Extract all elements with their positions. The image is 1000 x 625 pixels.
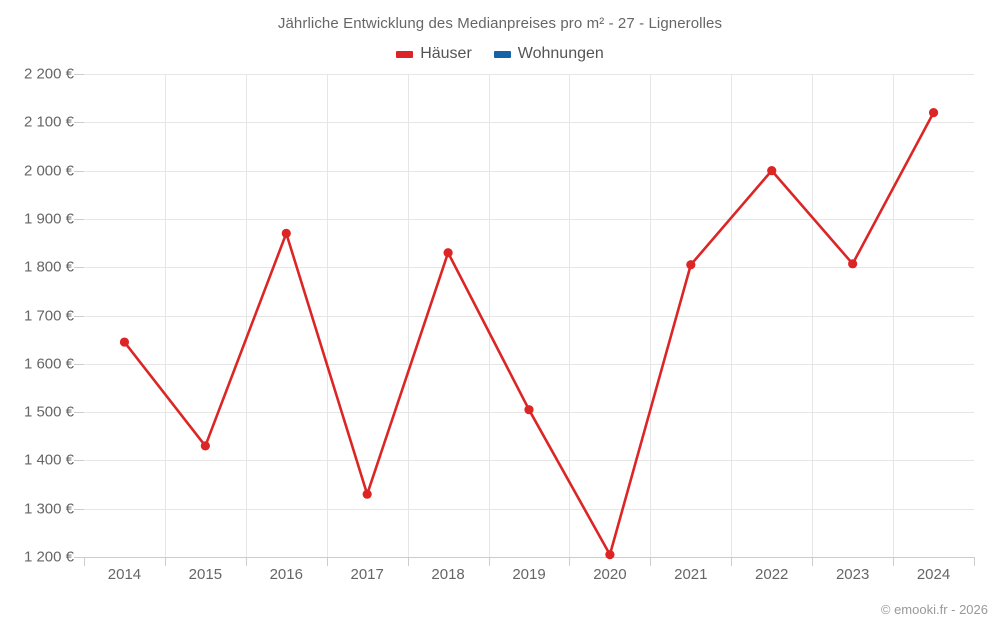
y-axis-tick-label: 2 100 € [23,113,74,131]
gridline-vertical [164,74,166,557]
x-axis-tick-label: 2022 [755,566,789,583]
x-axis-line [84,557,974,558]
data-point-marker[interactable] [605,549,615,560]
gridline-vertical [893,74,895,557]
data-point-marker[interactable] [524,405,534,415]
y-axis-tick-label: 1 200 € [23,548,74,566]
y-axis-tick-mark [74,267,84,269]
data-point-marker[interactable] [362,489,372,499]
y-axis-tick-mark [74,508,84,510]
x-axis-tick-label: 2024 [916,566,951,583]
gridline-horizontal [84,74,974,75]
data-point-marker[interactable] [119,337,130,347]
y-axis-tick-label: 1 900 € [23,210,74,228]
legend-item-wohnungen[interactable]: Wohnungen [493,45,604,63]
gridline-vertical [407,74,409,557]
gridline-horizontal [84,267,974,269]
y-axis-tick-label: 1 700 € [23,307,74,324]
x-axis-tick-label: 2023 [835,566,870,583]
x-axis-tick-mark [893,557,895,566]
y-axis-tick-mark [74,74,84,75]
x-axis-tick-mark [731,557,733,566]
y-axis-tick-mark [74,218,84,220]
chart-legend: Häuser Wohnungen [0,45,1000,63]
x-axis-tick-mark [84,557,85,566]
x-axis-tick-mark [974,557,975,566]
x-axis-tick-label: 2021 [674,566,708,583]
chart-title: Jährliche Entwicklung des Medianpreises … [277,15,723,32]
data-point-marker[interactable] [928,108,939,118]
x-axis-tick-mark [245,557,247,566]
y-axis-labels: 1 200 € 1 300 € 1 400 € 1 500 € 1 600 € 1 700… [0,0,74,625]
x-axis-tick-mark [326,557,328,566]
y-axis-tick-mark [74,315,84,317]
legend-swatch-icon-haeuser [396,50,414,58]
y-axis-tick-label: 1 600 € [23,355,74,373]
legend-item-haeuser[interactable]: Häuser [396,45,472,63]
y-axis-tick-mark [74,460,84,462]
y-axis-tick-mark [74,557,84,558]
y-axis-tick-mark [74,170,84,172]
data-point-marker[interactable] [767,166,777,176]
series-line-häuser [123,111,935,556]
x-axis-tick-label: 2018 [431,566,465,583]
legend-swatch-icon-wohnungen [493,50,511,58]
y-axis-tick-label: 1 400 € [23,451,74,469]
gridline-horizontal [84,218,974,220]
y-axis-tick-label: 2 200 € [23,65,74,83]
x-axis-tick-label: 2015 [188,566,223,583]
gridline-horizontal [84,122,974,124]
gridline-horizontal [84,170,974,172]
x-axis-tick-mark [569,557,571,566]
data-point-marker[interactable] [848,259,858,269]
x-axis-tick-label: 2019 [512,566,546,583]
gridline-vertical [326,74,328,557]
x-axis-tick-label: 2020 [593,566,627,583]
x-axis-tick-mark [812,557,814,566]
data-point-marker[interactable] [443,248,453,258]
gridline-vertical [245,74,247,557]
data-point-marker[interactable] [281,228,291,238]
chart-credit: © emooki.fr - 2026 [880,602,988,617]
y-axis-tick-label: 1 800 € [23,258,74,276]
x-axis-tick-mark [650,557,652,566]
x-axis-tick-label: 2016 [269,566,303,583]
data-point-marker[interactable] [200,441,210,451]
gridline-vertical [650,74,652,557]
y-axis-tick-label: 1 300 € [23,500,74,518]
x-axis-tick-mark [488,557,490,566]
data-point-marker[interactable] [686,260,696,270]
y-axis-tick-mark [74,363,84,365]
y-axis-tick-label: 1 500 € [23,403,74,421]
gridline-horizontal [84,508,974,510]
gridline-vertical [569,74,571,557]
gridline-horizontal [84,363,974,365]
legend-label-wohnungen: Wohnungen [517,45,604,62]
gridline-vertical [488,74,490,557]
gridline-vertical [812,74,814,557]
x-axis-tick-label: 2017 [350,566,384,583]
x-axis-tick-mark [407,557,409,566]
y-axis-tick-mark [74,412,84,414]
gridline-horizontal [84,460,974,462]
gridline-vertical [731,74,733,557]
x-axis-tick-mark [164,557,166,566]
y-axis-tick-label: 2 000 € [23,162,74,180]
y-axis-tick-mark [74,122,84,124]
gridline-horizontal [84,315,974,317]
x-axis-tick-label: 2014 [107,566,142,583]
legend-label-haeuser: Häuser [420,45,472,62]
